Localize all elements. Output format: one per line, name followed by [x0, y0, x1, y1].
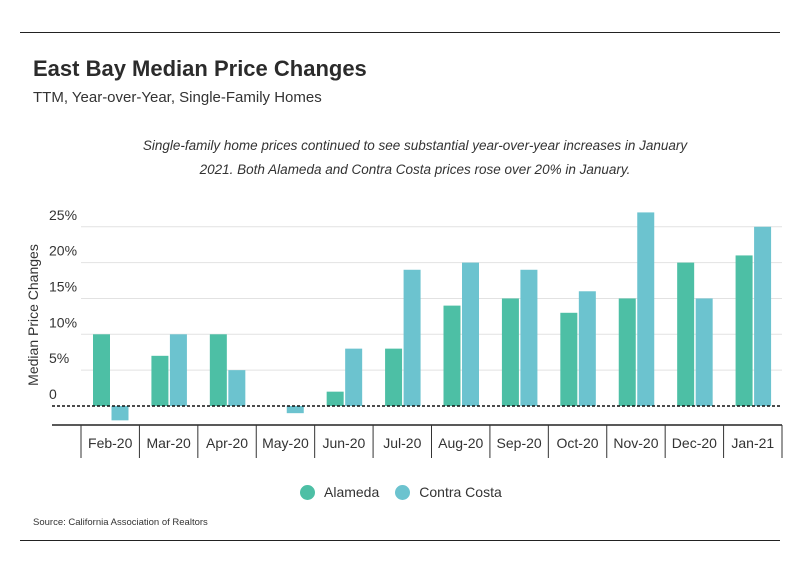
y-tick-label: 10% [49, 314, 77, 330]
legend-label-contra-costa: Contra Costa [419, 484, 502, 500]
bar-alameda [443, 305, 461, 406]
x-tick-label: Mar-20 [146, 435, 191, 451]
legend: Alameda Contra Costa [300, 484, 518, 500]
x-tick-label: Jul-20 [383, 435, 421, 451]
annotation-line-1: Single-family home prices continued to s… [142, 138, 688, 153]
bar-contra-costa [228, 370, 246, 406]
x-tick-label: Jun-20 [322, 435, 365, 451]
bar-alameda [560, 312, 578, 406]
bar-alameda [618, 298, 636, 406]
legend-item-alameda: Alameda [300, 484, 379, 500]
bar-contra-costa [169, 334, 187, 406]
y-tick-label: 0 [49, 386, 57, 402]
x-tick-label: Apr-20 [206, 435, 248, 451]
x-tick-label: Dec-20 [672, 435, 717, 451]
x-tick-label: Aug-20 [438, 435, 483, 451]
x-tick-label: Sep-20 [497, 435, 542, 451]
legend-swatch-contra-costa [395, 484, 411, 500]
bar-contra-costa [462, 262, 479, 406]
bar-alameda [385, 348, 403, 406]
bar-contra-costa [695, 298, 713, 406]
x-tick-label: Jan-21 [731, 435, 774, 451]
y-tick-label: 20% [49, 243, 77, 259]
annotation-line-2: 2021. Both Alameda and Contra Costa pric… [199, 162, 631, 177]
y-axis-title: Median Price Changes [25, 244, 41, 386]
y-tick-label: 5% [49, 350, 69, 366]
bar-contra-costa [286, 406, 304, 414]
chart-subtitle: TTM, Year-over-Year, Single-Family Homes [33, 89, 322, 106]
bar-alameda [151, 355, 169, 406]
bar-alameda [501, 298, 519, 406]
bar-alameda [209, 334, 227, 406]
bar-alameda [93, 334, 110, 406]
x-tick-label: Feb-20 [88, 435, 133, 451]
bar-contra-costa [754, 226, 772, 406]
legend-swatch-alameda [300, 484, 315, 500]
bar-alameda [735, 255, 753, 406]
bar-alameda [677, 262, 695, 406]
bar-contra-costa [637, 212, 655, 406]
bar-alameda [326, 391, 344, 406]
bottom-rule [20, 540, 780, 541]
bar-contra-costa [111, 406, 129, 421]
x-tick-label: Nov-20 [613, 435, 658, 451]
chart-annotation: Single-family home prices continued to s… [130, 134, 700, 182]
source-note: Source: California Association of Realto… [33, 517, 208, 528]
bar-contra-costa [345, 348, 363, 406]
top-rule [20, 32, 780, 33]
chart-title: East Bay Median Price Changes [33, 56, 367, 81]
legend-label-alameda: Alameda [324, 484, 380, 500]
x-tick-label: Oct-20 [557, 435, 599, 451]
bar-contra-costa [403, 269, 421, 406]
legend-item-contra-costa: Contra Costa [395, 484, 502, 500]
bar-contra-costa [578, 291, 596, 406]
y-tick-label: 15% [49, 278, 77, 294]
x-tick-label: May-20 [262, 435, 309, 451]
bar-contra-costa [520, 269, 538, 406]
y-tick-label: 25% [49, 207, 77, 223]
